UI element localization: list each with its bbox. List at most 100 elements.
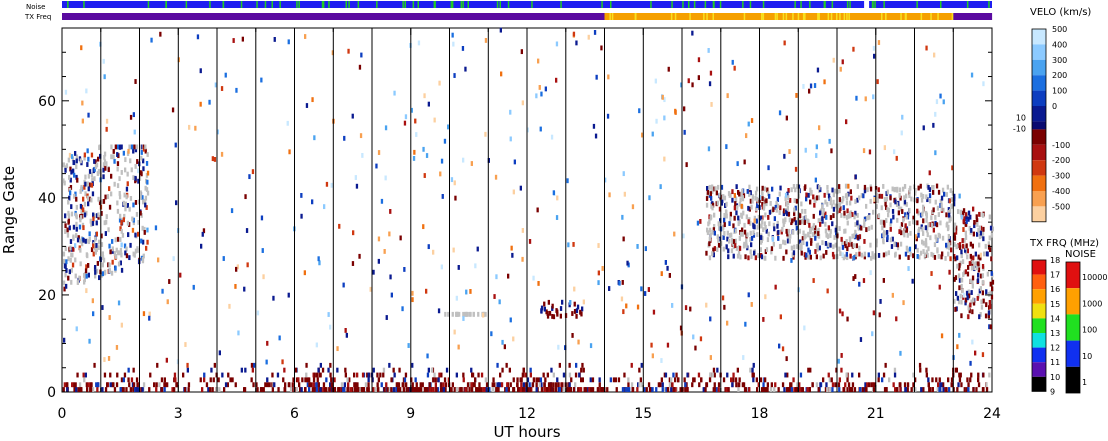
echo-cell: [325, 377, 328, 383]
echo-cell: [116, 208, 120, 214]
echo-cell: [800, 250, 803, 256]
echo-cell: [709, 355, 712, 360]
echo-cell: [727, 254, 730, 260]
echo-cell: [900, 222, 904, 227]
noise-bar-marker: [688, 1, 690, 8]
echo-cell: [737, 221, 740, 227]
echo-cell: [928, 170, 931, 176]
echo-cell: [295, 377, 299, 383]
echo-cell: [432, 249, 435, 255]
echo-cell: [488, 387, 491, 392]
echo-cell: [445, 367, 449, 373]
echo-cell: [95, 247, 98, 252]
y-tick-label: 40: [38, 191, 56, 207]
echo-cell: [756, 232, 759, 237]
echo-cell: [736, 253, 740, 259]
echo-cell: [953, 193, 956, 199]
echo-cell: [210, 367, 213, 373]
echo-cell: [773, 216, 776, 222]
echo-cell: [783, 387, 786, 392]
echo-cell: [931, 387, 934, 392]
echo-cell: [813, 197, 816, 203]
echo-cell: [311, 97, 314, 103]
noise-bar-marker: [433, 1, 436, 8]
echo-cell: [870, 382, 873, 388]
echo-cell: [125, 253, 129, 259]
echo-cell: [950, 382, 953, 388]
echo-cell: [877, 377, 880, 383]
echo-cell: [895, 202, 899, 207]
echo-cell: [932, 227, 935, 233]
echo-cell: [438, 80, 441, 86]
echo-cell: [683, 129, 686, 135]
echo-cell: [465, 311, 468, 317]
echo-cell: [832, 57, 835, 63]
txfreq-bar-marker: [827, 13, 830, 20]
echo-cell: [882, 220, 886, 226]
echo-cell: [791, 252, 794, 258]
echo-cell: [452, 41, 455, 47]
echo-cell: [985, 302, 988, 308]
echo-cell: [655, 387, 658, 392]
echo-cell: [113, 251, 116, 256]
echo-cell: [255, 382, 258, 388]
echo-cell: [618, 280, 621, 286]
echo-cell: [132, 367, 135, 373]
echo-cell: [889, 221, 892, 227]
echo-cell: [721, 198, 724, 204]
echo-cell: [807, 192, 810, 198]
echo-cell: [895, 316, 898, 322]
echo-cell: [978, 234, 982, 240]
echo-cell: [555, 215, 559, 220]
echo-cell: [435, 387, 438, 392]
noise-bar-marker: [345, 1, 347, 8]
echo-cell: [146, 239, 149, 245]
echo-cell: [74, 273, 77, 279]
echo-cell: [705, 250, 708, 256]
echo-cell: [157, 257, 160, 263]
echo-cell: [444, 311, 447, 317]
echo-cell: [355, 382, 358, 388]
echo-cell: [761, 236, 764, 241]
echo-cell: [708, 236, 711, 242]
echo-cell: [580, 367, 583, 373]
echo-cell: [925, 194, 928, 200]
echo-cell: [572, 242, 575, 247]
echo-cell: [685, 162, 688, 168]
echo-cell: [814, 225, 817, 231]
echo-cell: [739, 231, 742, 237]
echo-cell: [462, 311, 465, 317]
echo-cell: [159, 31, 162, 37]
echo-cell: [336, 346, 339, 352]
echo-cell: [886, 189, 889, 195]
echo-cell: [284, 382, 287, 388]
echo-cell: [947, 207, 950, 212]
echo-cell: [625, 303, 628, 309]
echo-cell: [355, 183, 359, 189]
echo-cell: [982, 372, 985, 378]
echo-cell: [581, 306, 584, 312]
echo-cell: [442, 387, 445, 392]
echo-cell: [843, 387, 846, 392]
echo-cell: [928, 387, 931, 392]
echo-cell: [313, 135, 316, 141]
echo-cell: [670, 377, 673, 383]
echo-cell: [817, 387, 820, 392]
echo-cell: [104, 194, 107, 200]
echo-cell: [556, 377, 559, 383]
echo-cell: [955, 291, 958, 296]
echo-cell: [211, 387, 214, 392]
echo-cell: [92, 216, 95, 222]
echo-cell: [572, 387, 576, 392]
echo-cell: [443, 377, 447, 383]
txfreq-bar-marker: [920, 13, 923, 20]
echo-cell: [966, 254, 969, 260]
echo-cell: [834, 227, 837, 233]
echo-cell: [520, 382, 523, 388]
echo-cell: [957, 382, 960, 388]
echo-cell: [934, 111, 937, 117]
echo-cell: [67, 275, 70, 281]
echo-cell: [829, 228, 832, 234]
echo-cell: [945, 242, 948, 248]
echo-cell: [743, 159, 746, 165]
